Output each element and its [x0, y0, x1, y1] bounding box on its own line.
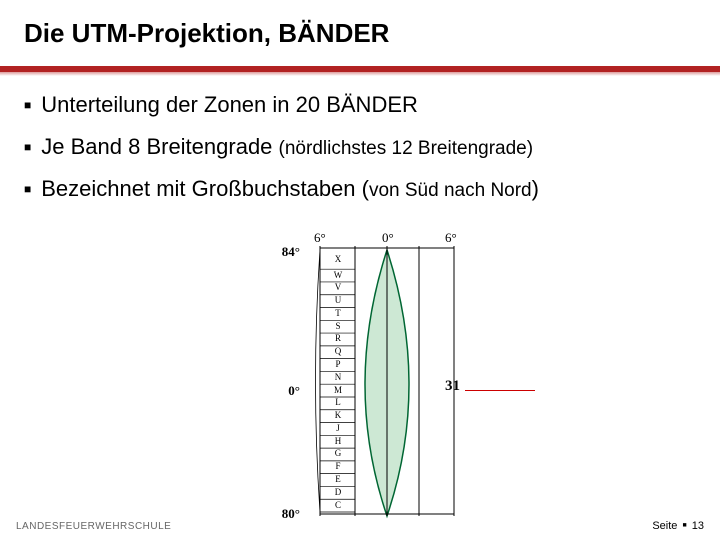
footer-square-icon: ■ [682, 522, 686, 529]
content-area: ■ Unterteilung der Zonen in 20 BÄNDER ■ … [0, 72, 720, 202]
bullet-3: ■ Bezeichnet mit Großbuchstaben (von Süd… [24, 176, 696, 202]
footer-page-label: Seite [652, 520, 677, 532]
band-letter: P [332, 360, 344, 369]
bullet-square-icon: ■ [24, 98, 31, 112]
footer-page-num: 13 [692, 520, 704, 532]
band-letter: R [332, 334, 344, 343]
bullet-3-end: ) [532, 176, 539, 201]
lat-label-bot: 80° [270, 506, 300, 522]
band-letter: U [332, 296, 344, 305]
band-letter: J [332, 424, 344, 433]
band-letter: F [332, 462, 344, 471]
bullet-3-main: Bezeichnet mit Großbuchstaben ( [41, 176, 369, 201]
top-label-right: 6° [445, 230, 457, 246]
band-letter: X [332, 255, 344, 264]
zone-31-label: 31 [445, 378, 460, 395]
zone-red-line [465, 390, 535, 391]
band-letter: W [332, 271, 344, 280]
lat-label-top: 84° [270, 244, 300, 260]
band-letter: E [332, 475, 344, 484]
page-title: Die UTM-Projektion, BÄNDER [24, 18, 720, 49]
lat-label-mid: 0° [270, 383, 300, 399]
bullet-square-icon: ■ [24, 182, 31, 196]
band-letter: H [332, 437, 344, 446]
band-letter: S [332, 322, 344, 331]
bullet-1-text: Unterteilung der Zonen in 20 BÄNDER [41, 92, 418, 118]
bullet-2-main: Je Band 8 Breitengrade [41, 134, 278, 159]
bullet-3-small: von Süd nach Nord [369, 180, 532, 201]
band-letter: Q [332, 347, 344, 356]
utm-diagram: 6° 0° 6° 84° 0° 80° XWVUTSRQPNMLKJHGFEDC… [270, 230, 550, 530]
top-label-left: 6° [314, 230, 326, 246]
bullet-1: ■ Unterteilung der Zonen in 20 BÄNDER [24, 92, 696, 118]
band-letter: L [332, 398, 344, 407]
band-letter: C [332, 501, 344, 510]
band-letter: K [332, 411, 344, 420]
bullet-square-icon: ■ [24, 140, 31, 154]
bullet-2: ■ Je Band 8 Breitengrade (nördlichstes 1… [24, 134, 696, 160]
top-label-mid: 0° [382, 230, 394, 246]
footer-right: Seite ■ 13 [652, 520, 704, 532]
bullet-2-small: (nördlichstes 12 Breitengrade) [279, 138, 534, 159]
band-letter: G [332, 449, 344, 458]
band-letter: T [332, 309, 344, 318]
band-letter: N [332, 373, 344, 382]
band-letter: M [332, 386, 344, 395]
footer-left: LANDESFEUERWEHRSCHULE [16, 521, 171, 532]
band-letter: D [332, 488, 344, 497]
band-letter: V [332, 283, 344, 292]
